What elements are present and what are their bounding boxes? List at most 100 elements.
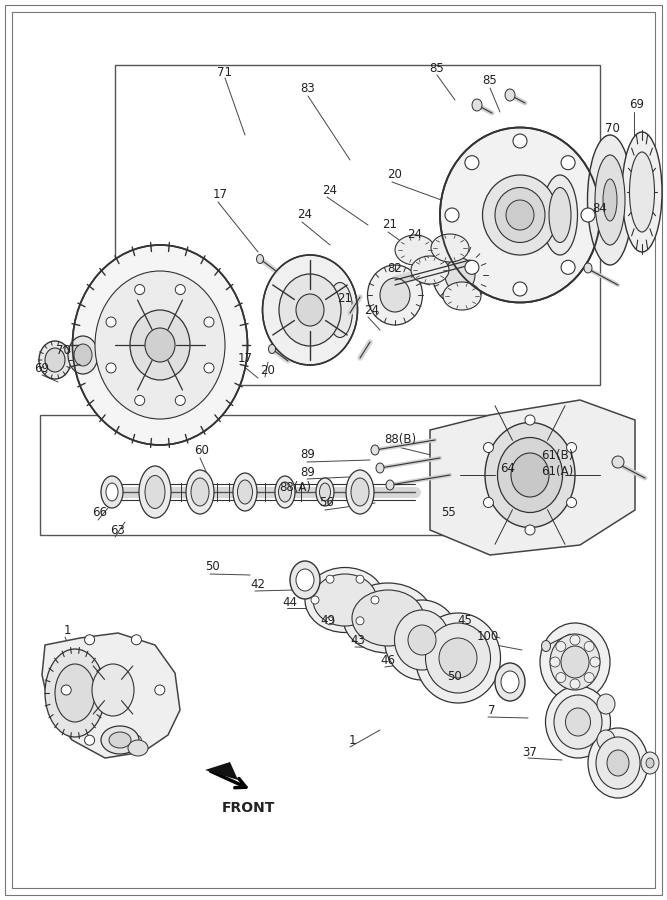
Circle shape [566,443,576,453]
Ellipse shape [55,664,95,722]
Text: 45: 45 [458,614,472,626]
Ellipse shape [566,708,590,736]
Ellipse shape [431,234,469,262]
Text: 1: 1 [348,734,356,746]
Text: 55: 55 [441,506,456,518]
Ellipse shape [346,470,374,514]
Circle shape [525,415,535,425]
Ellipse shape [380,278,410,312]
Circle shape [131,735,141,745]
Ellipse shape [588,135,632,265]
Circle shape [135,395,145,405]
Ellipse shape [92,664,134,716]
Circle shape [513,282,527,296]
Text: 20: 20 [388,168,402,182]
Ellipse shape [384,600,460,680]
Circle shape [85,735,95,745]
Text: 37: 37 [522,745,538,759]
Text: 70: 70 [604,122,620,134]
Circle shape [581,208,595,222]
Text: 61(B): 61(B) [541,448,573,462]
Ellipse shape [257,255,263,264]
Circle shape [106,317,116,327]
Ellipse shape [316,478,334,506]
Text: 71: 71 [217,66,233,78]
Text: 17: 17 [237,352,253,365]
Ellipse shape [101,726,139,754]
Polygon shape [42,633,180,758]
Ellipse shape [511,453,549,497]
Polygon shape [430,400,635,555]
Text: 63: 63 [111,524,125,536]
Circle shape [326,616,334,625]
Polygon shape [205,762,238,780]
Ellipse shape [376,463,384,473]
Text: 49: 49 [321,614,336,626]
Circle shape [445,208,459,222]
Circle shape [204,317,214,327]
Ellipse shape [416,613,500,703]
Text: 66: 66 [93,507,107,519]
Ellipse shape [305,568,385,633]
Text: 83: 83 [301,82,315,94]
Circle shape [556,642,566,652]
Circle shape [570,635,580,645]
Text: 21: 21 [338,292,352,304]
Ellipse shape [550,634,600,690]
Text: 69: 69 [35,362,49,374]
Ellipse shape [313,574,377,626]
Ellipse shape [128,740,148,756]
Ellipse shape [45,348,65,372]
Ellipse shape [495,187,545,242]
Circle shape [612,456,624,468]
Ellipse shape [597,730,615,750]
Ellipse shape [343,583,433,653]
Text: 21: 21 [382,219,398,231]
Ellipse shape [549,187,571,242]
Ellipse shape [237,480,253,504]
Text: 24: 24 [323,184,338,196]
Ellipse shape [296,294,324,326]
Circle shape [465,156,479,170]
Ellipse shape [139,466,171,518]
Ellipse shape [352,590,424,646]
Ellipse shape [641,752,659,774]
Ellipse shape [630,152,654,232]
Ellipse shape [646,758,654,768]
Ellipse shape [408,625,436,655]
Text: 20: 20 [261,364,275,376]
Text: 43: 43 [351,634,366,646]
Ellipse shape [505,89,515,101]
Ellipse shape [495,663,525,701]
Circle shape [356,616,364,625]
Ellipse shape [498,437,562,512]
Ellipse shape [440,128,600,302]
Ellipse shape [443,282,481,310]
Ellipse shape [386,480,394,490]
Ellipse shape [368,265,422,325]
Ellipse shape [411,256,449,284]
Text: 82: 82 [388,262,402,274]
Text: 88(A): 88(A) [279,482,311,494]
Circle shape [175,395,185,405]
Text: 100: 100 [477,629,499,643]
Ellipse shape [395,235,435,265]
Text: 44: 44 [283,596,297,608]
Ellipse shape [145,475,165,508]
Ellipse shape [73,245,247,445]
Ellipse shape [561,646,589,678]
Ellipse shape [542,641,550,652]
Circle shape [561,156,575,170]
Ellipse shape [445,258,475,292]
Text: 24: 24 [408,229,422,241]
Ellipse shape [439,638,477,678]
Circle shape [155,685,165,695]
Ellipse shape [554,695,602,749]
Text: 46: 46 [380,653,396,667]
Circle shape [556,672,566,682]
Ellipse shape [290,561,320,599]
Ellipse shape [279,482,291,502]
Ellipse shape [233,473,257,511]
Circle shape [584,672,594,682]
Ellipse shape [371,445,379,455]
